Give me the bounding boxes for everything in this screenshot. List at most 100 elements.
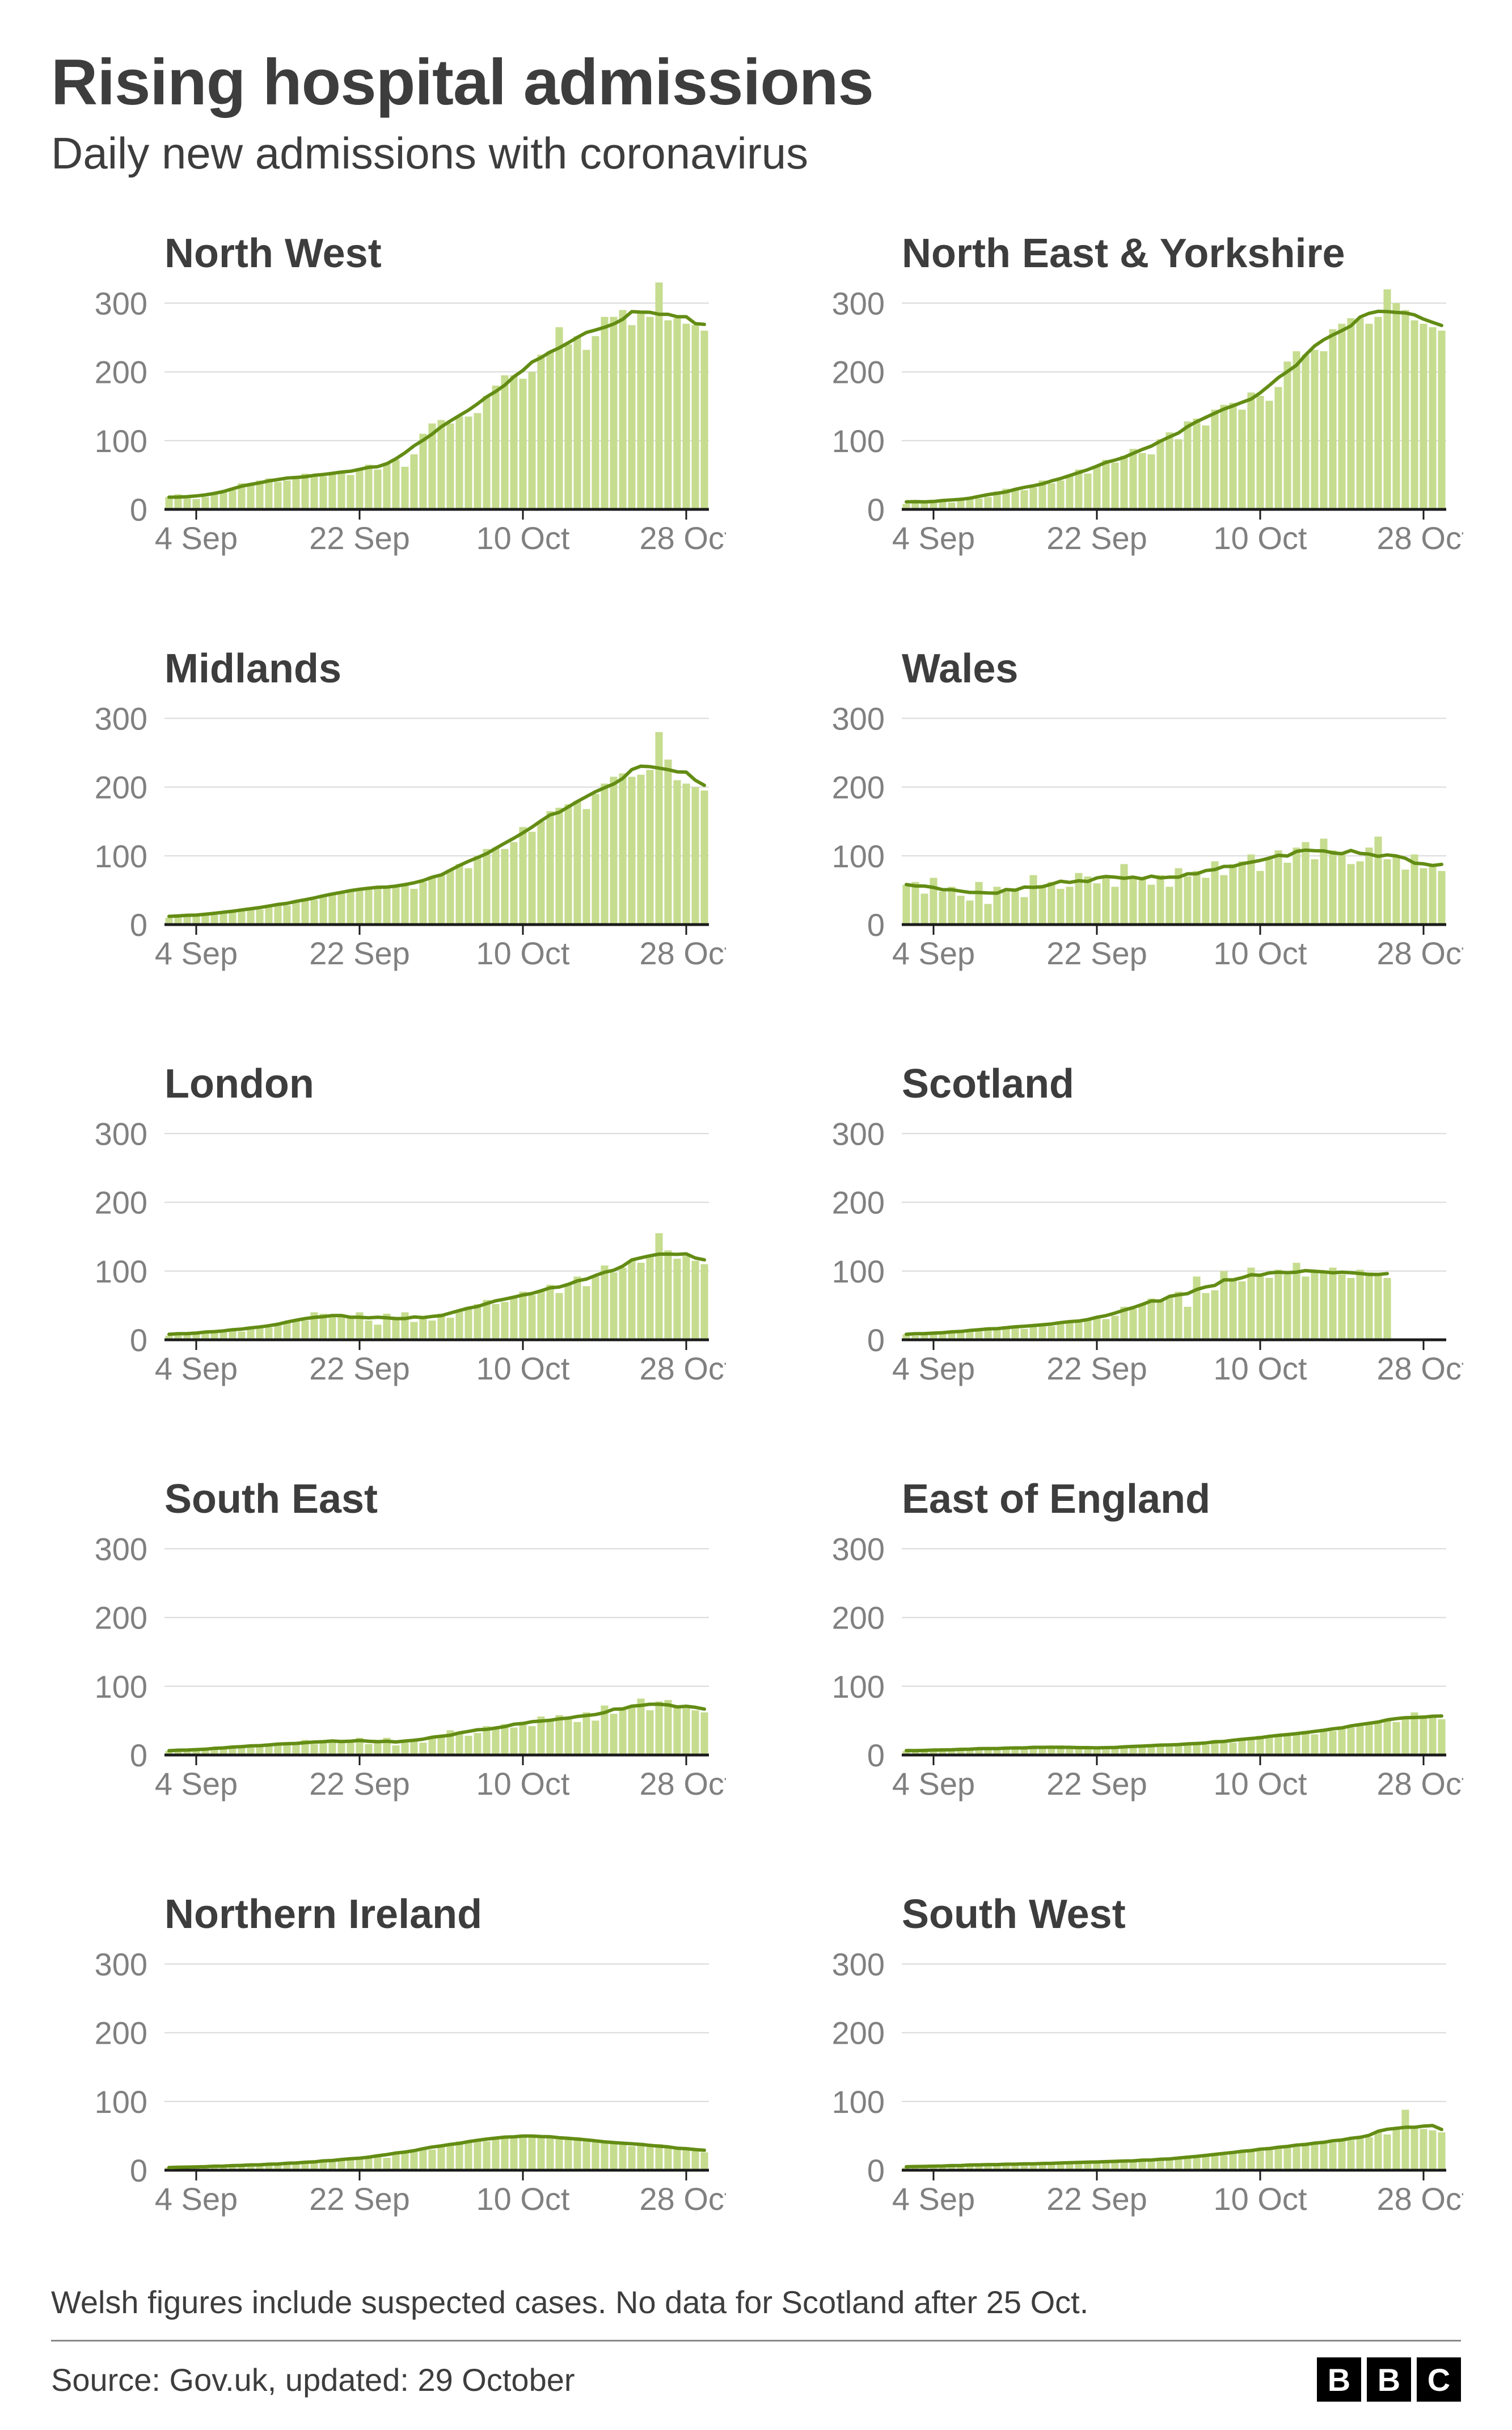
source-row: Source: Gov.uk, updated: 29 October BBC [51,2340,1461,2402]
chart-container: Rising hospital admissions Daily new adm… [0,0,1512,2430]
chart-panel: Northern Ireland01002003004 Sep22 Sep10 … [51,1891,726,2233]
chart-panel: East of England 0 100 200 300 4 Sep 22 Sep 10 O… [788,1476,1463,1817]
svg-text:0: 0 [130,2153,147,2188]
svg-text:0: 0 [130,492,147,528]
panel-title: Wales [788,646,1463,692]
chart-svg: 01002003004 Sep22 Sep10 Oct28 Oct [51,1943,726,2233]
svg-text:28 Oct: 28 Oct [640,520,726,556]
chart-panel: North East & Yorkshire01002003004 Sep22 … [788,230,1463,572]
svg-text:300: 300 [832,1531,885,1567]
bbc-logo: BBC [1317,2357,1461,2402]
svg-text:4 Sep: 4 Sep [155,1766,238,1802]
svg-text:4 Sep: 4 Sep [155,935,238,971]
svg-text:10 Oct: 10 Oct [476,1766,570,1802]
svg-text:10 Oct: 10 Oct [1214,2181,1307,2217]
svg-text:10 Oct: 10 Oct [1214,520,1307,556]
svg-text:28 Oct: 28 Oct [1377,1351,1463,1386]
logo-block: C [1417,2357,1461,2402]
svg-text:22 Sep: 22 Sep [309,1351,410,1386]
chart-panel: North West01002003004 Sep22 Sep10 Oct28 … [51,230,726,572]
panel-title: South West [788,1891,1463,1938]
svg-text:22 Sep: 22 Sep [1046,935,1147,971]
chart-svg: 01002003004 Sep22 Sep10 Oct28 Oct [788,1943,1463,2233]
svg-text:100: 100 [832,2084,885,2120]
svg-text:4 Sep: 4 Sep [155,520,238,556]
svg-text:100: 100 [832,1254,885,1289]
svg-text:0: 0 [130,907,147,943]
chart-svg: 01002003004 Sep22 Sep10 Oct28 Oct [788,282,1463,572]
svg-text:10 Oct: 10 Oct [476,935,570,971]
chart-svg: 01002003004 Sep22 Sep10 Oct28 Oct [51,1113,726,1402]
svg-text:200: 200 [95,770,147,805]
svg-text:28 Oct: 28 Oct [1377,935,1463,971]
panel-title: South East [51,1476,726,1522]
svg-text:10 Oct: 10 Oct [1214,1766,1307,1802]
svg-text:10 Oct: 10 Oct [476,520,570,556]
svg-text:28 Oct: 28 Oct [1377,520,1463,556]
svg-text:300: 300 [832,1116,885,1151]
chart-svg: 01002003004 Sep22 Sep10 Oct28 Oct [788,1113,1463,1402]
small-multiples-grid: North West 0 100 200 300 4 Sep 22 Sep 10 Oct 28 … [51,230,1461,2233]
chart-svg: 01002003004 Sep22 Sep10 Oct28 Oct [51,698,726,987]
svg-text:22 Sep: 22 Sep [309,1766,410,1802]
subtitle: Daily new admissions with coronavirus [51,128,1461,179]
logo-block: B [1317,2357,1361,2402]
chart-panel: Wales01002003004 Sep22 Sep10 Oct28 Oct [788,646,1463,987]
svg-text:100: 100 [95,423,147,459]
svg-text:0: 0 [867,1737,885,1773]
svg-text:4 Sep: 4 Sep [155,1351,238,1386]
svg-text:28 Oct: 28 Oct [640,1766,726,1802]
svg-text:0: 0 [130,1737,147,1773]
chart-panel: South East 0 100 200 300 4 Sep 22 Sep 10 Oct 28 … [51,1476,726,1817]
chart-panel: Midlands01002003004 Sep22 Sep10 Oct28 Oc… [51,646,726,987]
svg-text:200: 200 [832,770,885,805]
svg-text:0: 0 [867,492,885,528]
logo-block: B [1367,2357,1411,2402]
svg-text:200: 200 [832,355,885,390]
svg-text:100: 100 [95,838,147,874]
chart-svg: 01002003004 Sep22 Sep10 Oct28 Oct [788,698,1463,987]
svg-text:200: 200 [832,1600,885,1636]
panel-title: London [51,1061,726,1107]
svg-text:0: 0 [867,1322,885,1358]
chart-svg: 0 100 200 300 4 Sep 22 Sep 10 Oct 28 Oct [51,1528,726,1817]
panel-title: North West [51,230,726,277]
svg-text:100: 100 [95,1669,147,1705]
svg-text:10 Oct: 10 Oct [1214,1351,1307,1386]
chart-panel: South West01002003004 Sep22 Sep10 Oct28 … [788,1891,1463,2233]
svg-text:22 Sep: 22 Sep [309,520,410,556]
svg-text:4 Sep: 4 Sep [892,1351,975,1386]
svg-text:10 Oct: 10 Oct [1214,935,1307,971]
svg-text:300: 300 [832,285,885,321]
svg-text:300: 300 [832,1946,885,1982]
svg-text:22 Sep: 22 Sep [1046,1766,1147,1802]
main-title: Rising hospital admissions [51,45,1461,120]
svg-text:4 Sep: 4 Sep [892,935,975,971]
svg-text:100: 100 [832,838,885,874]
footnote: Welsh figures include suspected cases. N… [51,2284,1461,2321]
svg-text:10 Oct: 10 Oct [476,2181,570,2217]
svg-text:300: 300 [95,701,147,736]
svg-text:100: 100 [95,1254,147,1289]
svg-text:28 Oct: 28 Oct [1377,1766,1463,1802]
svg-text:4 Sep: 4 Sep [892,520,975,556]
source-text: Source: Gov.uk, updated: 29 October [51,2361,575,2398]
svg-text:200: 200 [95,1600,147,1636]
svg-text:300: 300 [95,1531,147,1567]
svg-text:0: 0 [130,1322,147,1358]
svg-text:10 Oct: 10 Oct [476,1351,570,1386]
svg-text:100: 100 [832,1669,885,1705]
svg-text:4 Sep: 4 Sep [892,2181,975,2217]
svg-text:22 Sep: 22 Sep [1046,1351,1147,1386]
svg-text:22 Sep: 22 Sep [1046,2181,1147,2217]
panel-title: Midlands [51,646,726,692]
svg-text:22 Sep: 22 Sep [1046,520,1147,556]
svg-text:28 Oct: 28 Oct [640,2181,726,2217]
svg-text:28 Oct: 28 Oct [640,935,726,971]
panel-title: East of England [788,1476,1463,1522]
svg-text:4 Sep: 4 Sep [892,1766,975,1802]
svg-text:0: 0 [867,2153,885,2188]
svg-text:300: 300 [832,701,885,736]
svg-text:200: 200 [832,2015,885,2051]
svg-text:300: 300 [95,285,147,321]
